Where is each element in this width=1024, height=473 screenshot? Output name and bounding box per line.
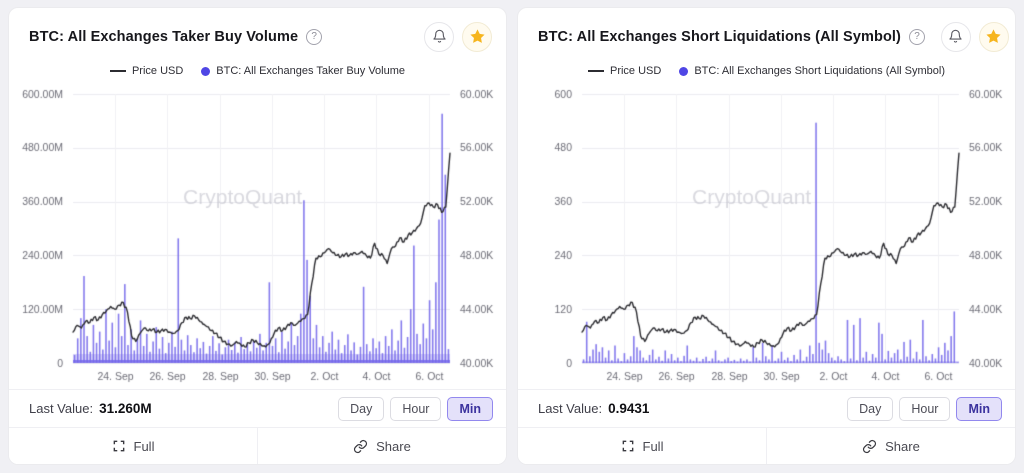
- range-min-button[interactable]: Min: [956, 396, 1002, 421]
- share-link-icon: [863, 439, 877, 453]
- favorite-star-button[interactable]: [462, 21, 492, 52]
- fullscreen-button[interactable]: Full: [518, 428, 766, 464]
- lastvalue-row: Last Value: 0.9431 Day Hour Min: [518, 389, 1015, 427]
- range-hour-button[interactable]: Hour: [899, 396, 951, 421]
- legend-item-price[interactable]: Price USD: [587, 65, 661, 77]
- chart-area: [9, 82, 506, 389]
- legend-item-series[interactable]: BTC: All Exchanges Short Liquidations (A…: [679, 65, 945, 77]
- last-value: 0.9431: [608, 401, 650, 416]
- legend-item-price[interactable]: Price USD: [109, 65, 183, 77]
- last-value-label: Last Value:: [29, 401, 94, 416]
- favorite-star-button[interactable]: [978, 21, 1009, 52]
- alert-bell-button[interactable]: [940, 21, 971, 52]
- panel-header: BTC: All Exchanges Taker Buy Volume ?: [9, 8, 506, 54]
- line-marker-icon: [587, 70, 604, 72]
- lastvalue-row: Last Value: 31.260M Day Hour Min: [9, 389, 506, 427]
- fullscreen-button[interactable]: Full: [9, 428, 257, 464]
- panel-footer: Full Share: [9, 427, 506, 464]
- last-value: 31.260M: [99, 401, 152, 416]
- share-button[interactable]: Share: [257, 428, 506, 464]
- range-day-button[interactable]: Day: [338, 396, 385, 421]
- range-button-group: Day Hour Min: [338, 396, 493, 421]
- bell-icon: [432, 29, 446, 43]
- chart-canvas-taker-buy-volume[interactable]: [9, 82, 506, 389]
- panel-short-liquidations: BTC: All Exchanges Short Liquidations (A…: [517, 7, 1016, 465]
- chart-canvas-short-liquidations[interactable]: [518, 82, 1015, 389]
- star-icon: [469, 29, 485, 43]
- dot-marker-icon: [679, 66, 689, 76]
- panel-taker-buy-volume: BTC: All Exchanges Taker Buy Volume ? Pr…: [8, 7, 507, 465]
- help-icon[interactable]: ?: [306, 28, 323, 45]
- last-value-label: Last Value:: [538, 401, 603, 416]
- chart-legend: Price USD BTC: All Exchanges Taker Buy V…: [9, 60, 506, 82]
- dot-marker-icon: [201, 66, 211, 76]
- range-button-group: Day Hour Min: [847, 396, 1002, 421]
- share-link-icon: [354, 439, 368, 453]
- alert-bell-button[interactable]: [424, 21, 454, 52]
- panel-header: BTC: All Exchanges Short Liquidations (A…: [518, 8, 1015, 54]
- line-marker-icon: [109, 70, 126, 72]
- help-icon[interactable]: ?: [908, 28, 925, 45]
- bell-icon: [949, 29, 963, 43]
- fullscreen-icon: [113, 440, 124, 452]
- share-button[interactable]: Share: [766, 428, 1015, 464]
- page-title: BTC: All Exchanges Short Liquidations (A…: [538, 28, 901, 45]
- fullscreen-icon: [622, 440, 633, 452]
- chart-legend: Price USD BTC: All Exchanges Short Liqui…: [518, 60, 1015, 82]
- legend-item-series[interactable]: BTC: All Exchanges Taker Buy Volume: [201, 65, 405, 77]
- star-icon: [986, 29, 1002, 43]
- chart-area: [518, 82, 1015, 389]
- range-hour-button[interactable]: Hour: [390, 396, 442, 421]
- range-day-button[interactable]: Day: [847, 396, 894, 421]
- range-min-button[interactable]: Min: [447, 396, 493, 421]
- page-title: BTC: All Exchanges Taker Buy Volume: [29, 28, 299, 45]
- panel-footer: Full Share: [518, 427, 1015, 464]
